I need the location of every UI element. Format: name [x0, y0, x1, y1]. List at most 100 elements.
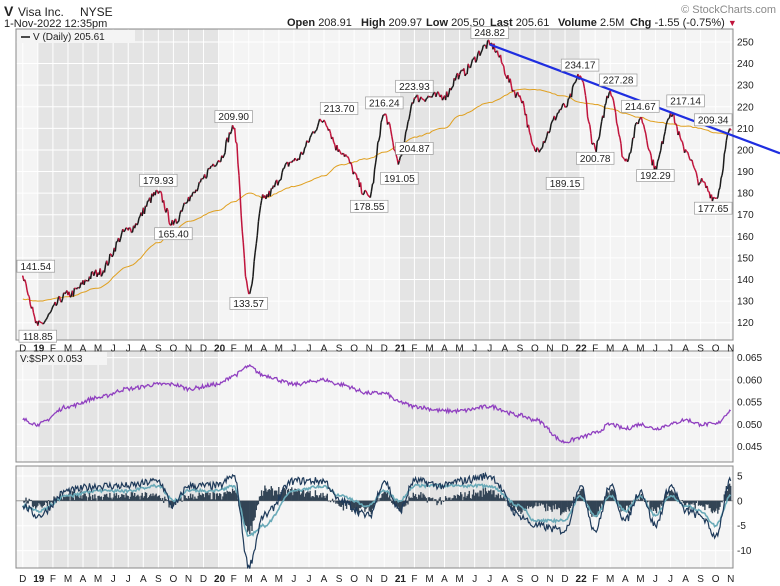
price-segment [24, 279, 27, 284]
price-segment [662, 136, 665, 145]
x-tick-label: D [381, 344, 388, 355]
price-segment [584, 95, 588, 104]
price-segment [75, 286, 79, 290]
annotation-box [214, 110, 253, 123]
annotation-box [229, 297, 268, 310]
open-label: Open [287, 17, 316, 29]
price-segment [450, 87, 453, 91]
y-tick-label: 230 [737, 81, 754, 92]
price-segment [451, 85, 454, 88]
price-segment [622, 156, 625, 160]
price-segment [720, 174, 723, 179]
price-segment [160, 193, 164, 203]
price-segment [69, 295, 72, 298]
price-segment [657, 154, 661, 159]
x-tick-label: A [140, 344, 147, 355]
price-segment [316, 122, 320, 127]
price-segment [646, 140, 649, 148]
price-annotation: 209.90 [214, 110, 253, 123]
price-segment [77, 286, 80, 289]
x-tick-label: N [546, 344, 553, 355]
price-segment [50, 309, 53, 313]
price-segment [614, 112, 618, 124]
price-annotation: 216.24 [365, 96, 404, 110]
price-segment [308, 137, 311, 143]
legend-label: V:$SPX 0.053 [20, 354, 83, 365]
price-segment [454, 75, 458, 81]
price-segment [291, 160, 294, 163]
price-segment [278, 179, 281, 183]
price-segment [205, 176, 208, 179]
x-tick-label: N [546, 574, 553, 585]
quote-date: 1-Nov-2022 12:35pm [4, 18, 108, 30]
x-tick-label: M [64, 344, 72, 355]
price-segment [28, 296, 32, 305]
price-segment [538, 149, 541, 153]
x-tick-label: A [501, 344, 508, 355]
annotation-box [576, 151, 615, 165]
price-segment [663, 131, 666, 137]
price-panel: 120 130 140 150 160 170 180 190 200 210 220 230 240 2… [15, 26, 780, 343]
price-segment [281, 168, 284, 173]
price-segment [528, 131, 532, 136]
price-segment [354, 172, 357, 175]
price-point [323, 119, 325, 122]
price-segment [243, 258, 247, 277]
price-segment [26, 290, 29, 296]
price-segment [571, 83, 575, 88]
price-segment [118, 237, 122, 243]
price-segment [641, 122, 645, 126]
price-segment [280, 172, 283, 180]
price-segment [273, 181, 277, 188]
x-tick-label: O [350, 574, 358, 585]
x-tick-label: J [307, 574, 312, 585]
x-tick-label: N [366, 344, 373, 355]
price-segment [627, 153, 631, 160]
low-value: 205.50 [451, 17, 485, 29]
price-segment [207, 167, 210, 170]
y-tick-label: 0.065 [737, 353, 762, 364]
price-segment [389, 129, 393, 137]
price-segment [593, 142, 596, 149]
price-segment [137, 217, 140, 224]
price-segment [56, 297, 60, 304]
price-segment [575, 78, 578, 82]
price-point [293, 159, 295, 162]
annotation-box [599, 73, 638, 87]
price-point [172, 223, 175, 226]
price-segment [644, 133, 648, 141]
y-tick-label: 0.055 [737, 398, 762, 409]
price-segment [585, 103, 589, 117]
price-segment [504, 73, 507, 77]
x-tick-label: O [350, 344, 358, 355]
y-tick-label: 5 [737, 471, 743, 482]
price-segment [185, 201, 188, 204]
price-point [714, 197, 717, 199]
x-tick-label: F [592, 344, 598, 355]
price-segment [75, 287, 78, 290]
annotation-label: 192.29 [640, 171, 671, 182]
annotation-label: 191.05 [384, 174, 415, 185]
price-segment [523, 107, 526, 116]
annotation-box [636, 169, 675, 182]
x-tick-label: F [50, 344, 56, 355]
price-segment [554, 117, 558, 121]
price-segment [725, 134, 729, 141]
annotation-box [16, 259, 55, 273]
price-segment [52, 304, 55, 307]
price-segment [706, 185, 709, 192]
x-tick-label: O [712, 344, 720, 355]
price-segment [480, 49, 483, 53]
x-tick-label: M [636, 574, 644, 585]
price-segment [424, 98, 428, 102]
price-segment [251, 276, 254, 285]
annotation-label: 213.70 [324, 104, 355, 115]
price-segment [236, 143, 239, 165]
x-tick-label: A [622, 344, 629, 355]
price-segment [463, 68, 466, 77]
price-segment [405, 128, 408, 133]
price-segment [344, 154, 348, 157]
annotation-box [319, 102, 359, 115]
price-segment [724, 140, 728, 150]
